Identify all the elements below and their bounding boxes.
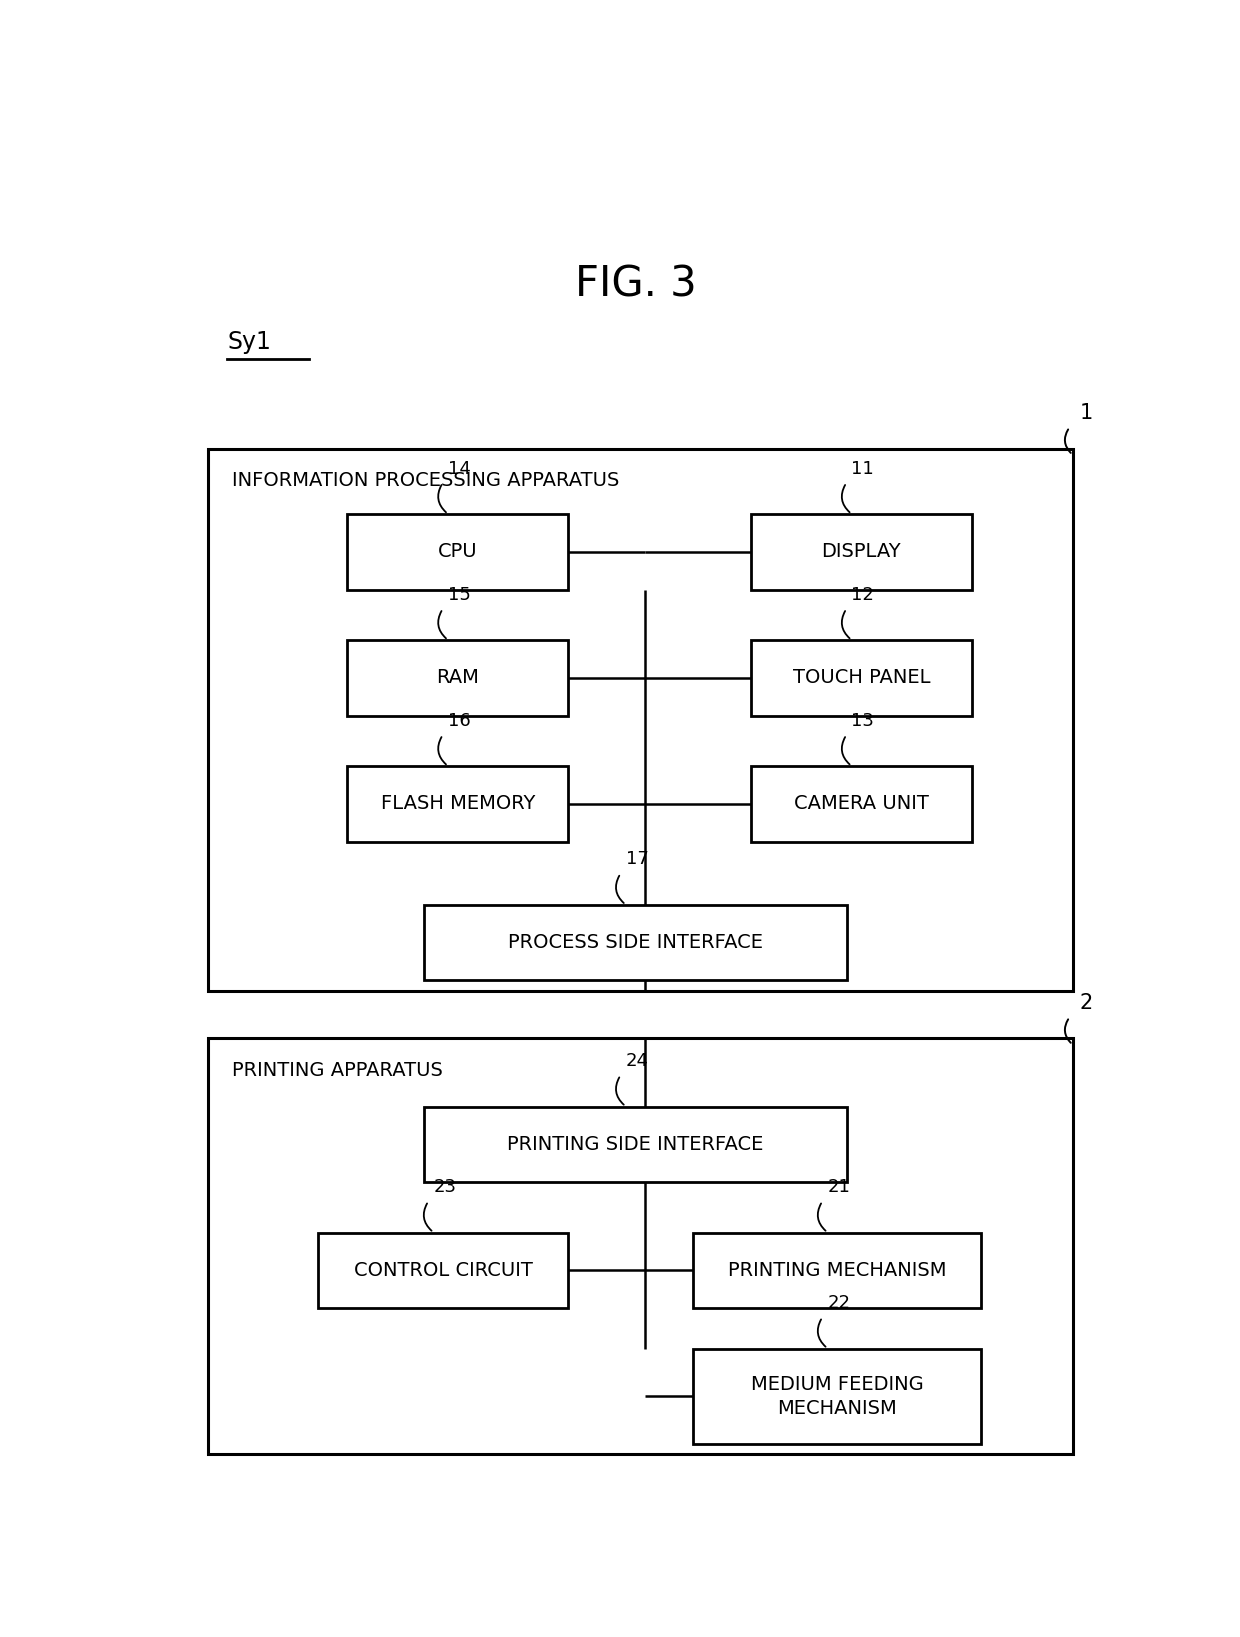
Bar — [751, 766, 972, 841]
Bar — [693, 1233, 982, 1308]
Text: 15: 15 — [448, 586, 471, 604]
Text: 2: 2 — [1079, 994, 1092, 1013]
Text: FLASH MEMORY: FLASH MEMORY — [381, 794, 534, 814]
Bar — [751, 640, 972, 715]
Text: PRINTING SIDE INTERFACE: PRINTING SIDE INTERFACE — [507, 1134, 764, 1154]
Text: INFORMATION PROCESSING APPARATUS: INFORMATION PROCESSING APPARATUS — [232, 471, 619, 489]
Bar — [347, 766, 568, 841]
Text: 24: 24 — [625, 1053, 649, 1071]
Text: RAM: RAM — [436, 668, 479, 688]
Text: 1: 1 — [1079, 403, 1092, 424]
Text: 22: 22 — [827, 1293, 851, 1311]
Bar — [424, 1107, 847, 1182]
Bar — [347, 514, 568, 589]
Text: 23: 23 — [433, 1179, 456, 1197]
Text: CONTROL CIRCUIT: CONTROL CIRCUIT — [353, 1260, 533, 1280]
Text: PRINTING MECHANISM: PRINTING MECHANISM — [728, 1260, 946, 1280]
Text: 16: 16 — [448, 712, 470, 730]
Text: PROCESS SIDE INTERFACE: PROCESS SIDE INTERFACE — [508, 933, 763, 953]
Text: 13: 13 — [852, 712, 874, 730]
Text: Sy1: Sy1 — [227, 331, 272, 354]
Text: CPU: CPU — [438, 542, 477, 561]
Text: 17: 17 — [625, 850, 649, 868]
Text: MEDIUM FEEDING
MECHANISM: MEDIUM FEEDING MECHANISM — [751, 1375, 924, 1418]
Text: 21: 21 — [827, 1179, 851, 1197]
Text: TOUCH PANEL: TOUCH PANEL — [792, 668, 930, 688]
Text: 11: 11 — [852, 460, 874, 478]
Bar — [347, 640, 568, 715]
Bar — [424, 905, 847, 981]
Bar — [751, 514, 972, 589]
Text: FIG. 3: FIG. 3 — [574, 264, 697, 306]
Text: 12: 12 — [852, 586, 874, 604]
Bar — [319, 1233, 568, 1308]
Bar — [208, 449, 1073, 990]
Bar — [208, 1038, 1073, 1454]
Text: DISPLAY: DISPLAY — [822, 542, 901, 561]
Text: PRINTING APPARATUS: PRINTING APPARATUS — [232, 1061, 443, 1080]
Text: 14: 14 — [448, 460, 471, 478]
Text: CAMERA UNIT: CAMERA UNIT — [794, 794, 929, 814]
Bar — [693, 1349, 982, 1444]
